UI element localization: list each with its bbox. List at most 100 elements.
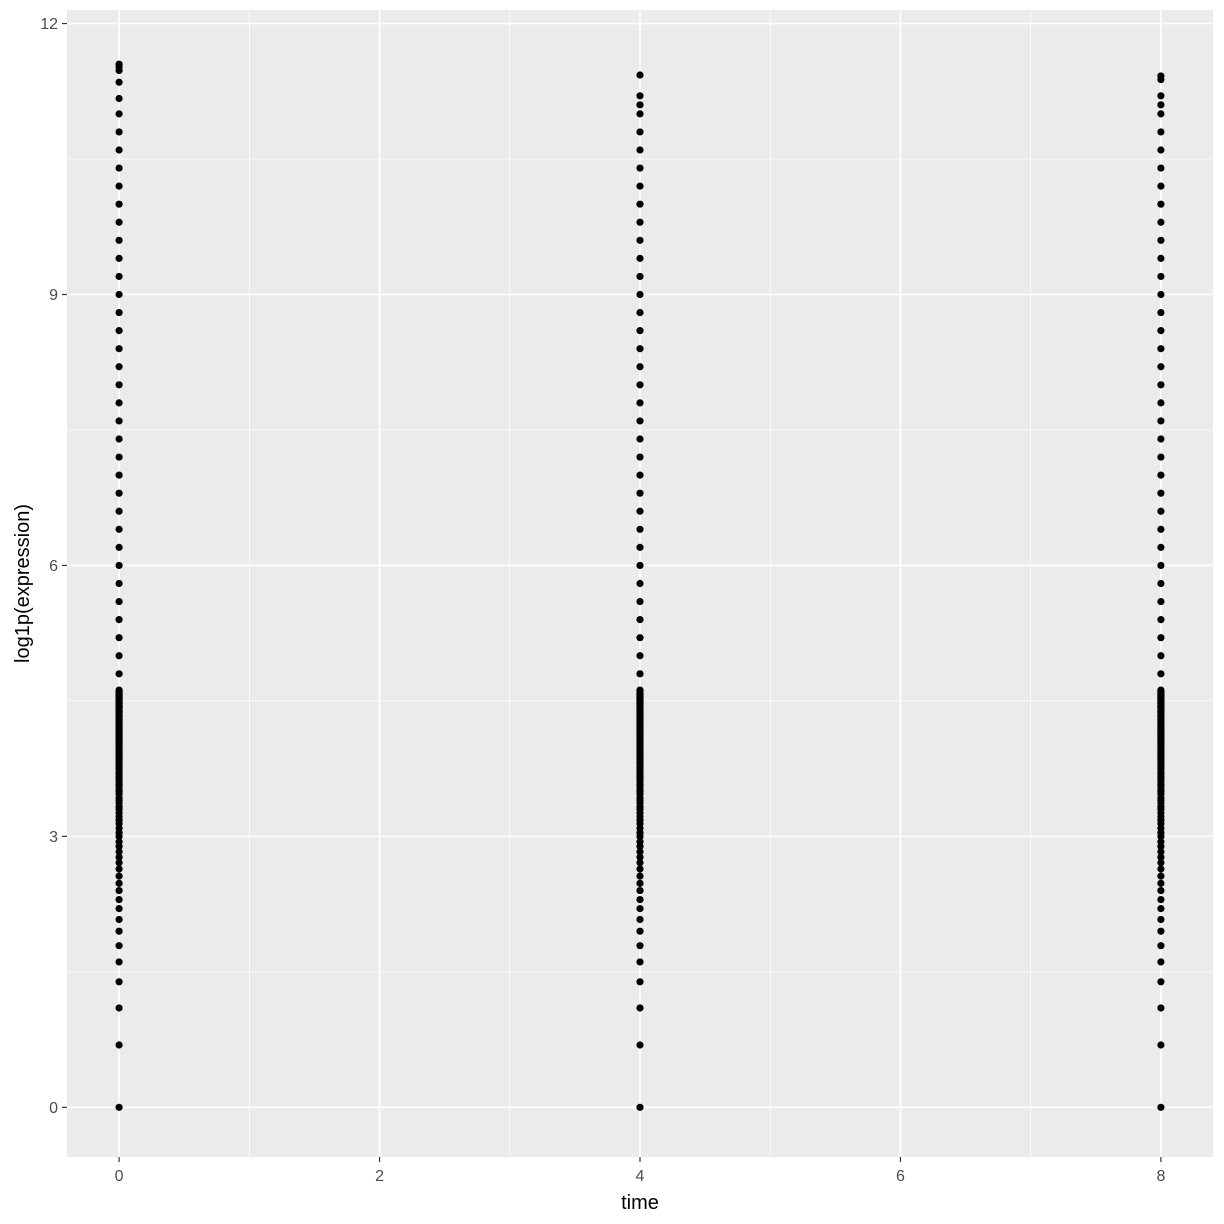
- data-point: [115, 345, 123, 353]
- data-point: [1157, 670, 1165, 678]
- data-point: [115, 182, 123, 190]
- x-tick-label: 0: [115, 1168, 124, 1185]
- data-point: [115, 652, 123, 660]
- data-point: [1157, 872, 1165, 880]
- data-point: [636, 254, 644, 262]
- data-point: [1157, 634, 1165, 642]
- data-point: [636, 1041, 644, 1049]
- data-point: [115, 915, 123, 924]
- data-point: [1157, 363, 1165, 371]
- data-point: [115, 417, 123, 425]
- data-point: [636, 1004, 644, 1012]
- data-point: [115, 327, 123, 335]
- y-axis-title: log1p(expression): [12, 504, 34, 663]
- data-point: [1157, 896, 1165, 904]
- data-point: [115, 865, 123, 873]
- data-point: [1157, 848, 1165, 856]
- data-point: [115, 561, 123, 570]
- data-point: [115, 853, 123, 861]
- data-point: [636, 561, 644, 570]
- data-point: [1157, 290, 1165, 299]
- data-point: [115, 128, 123, 136]
- data-point: [636, 272, 644, 281]
- data-point: [1157, 101, 1165, 109]
- data-point: [115, 399, 123, 407]
- data-point: [636, 110, 644, 118]
- data-point: [1157, 978, 1165, 986]
- data-point: [115, 78, 123, 86]
- data-point: [1157, 308, 1165, 317]
- data-point: [636, 525, 644, 533]
- data-point: [636, 597, 644, 606]
- data-point: [1157, 435, 1165, 443]
- data-point: [636, 128, 644, 136]
- data-point: [115, 453, 123, 461]
- x-tick-label: 6: [896, 1168, 905, 1185]
- data-point: [636, 616, 644, 624]
- data-point: [636, 958, 644, 966]
- data-point: [115, 1041, 123, 1049]
- data-point: [1157, 1103, 1165, 1111]
- data-point: [636, 290, 644, 299]
- x-axis: 0 2 4 6 8: [115, 1157, 1165, 1185]
- data-point: [1157, 561, 1165, 570]
- data-point: [1157, 92, 1165, 100]
- data-point: [636, 71, 644, 79]
- data-point: [1157, 254, 1165, 262]
- data-point: [1157, 236, 1165, 244]
- data-point: [115, 879, 123, 887]
- data-point: [115, 579, 123, 588]
- data-point: [115, 94, 123, 103]
- data-point: [1157, 927, 1165, 935]
- data-point: [1157, 146, 1165, 154]
- y-axis: 0 3 6 9 12: [40, 16, 67, 1117]
- data-point: [115, 489, 123, 497]
- data-point: [636, 327, 644, 335]
- data-point: [115, 686, 123, 694]
- data-point: [115, 978, 123, 986]
- data-point: [115, 272, 123, 281]
- data-point: [1157, 128, 1165, 136]
- data-point: [115, 858, 123, 867]
- data-point: [1157, 853, 1165, 861]
- data-point: [636, 471, 644, 479]
- data-point: [636, 978, 644, 986]
- data-point: [1157, 327, 1165, 335]
- data-point: [636, 872, 644, 880]
- data-point: [1157, 110, 1165, 118]
- data-point: [636, 670, 644, 678]
- data-point: [1157, 942, 1165, 950]
- data-point: [636, 865, 644, 873]
- data-point: [115, 1103, 123, 1111]
- data-point: [115, 543, 123, 551]
- data-point: [636, 363, 644, 371]
- data-point: [1157, 507, 1165, 515]
- data-point: [636, 453, 644, 461]
- data-point: [1157, 1004, 1165, 1012]
- y-tick-label: 12: [40, 16, 58, 33]
- data-point: [636, 200, 644, 208]
- data-point: [636, 634, 644, 642]
- data-point: [1157, 886, 1165, 895]
- data-point: [636, 146, 644, 154]
- data-point: [115, 308, 123, 317]
- data-point: [636, 886, 644, 895]
- data-point: [115, 363, 123, 371]
- data-point: [115, 200, 123, 208]
- data-point: [1157, 915, 1165, 924]
- data-point: [636, 896, 644, 904]
- data-point: [1157, 879, 1165, 887]
- data-point: [636, 543, 644, 551]
- data-point: [636, 92, 644, 100]
- data-point: [115, 218, 123, 226]
- data-point: [1157, 272, 1165, 281]
- data-point: [1157, 543, 1165, 551]
- data-point: [636, 905, 644, 913]
- data-point: [1157, 72, 1165, 80]
- data-point: [115, 146, 123, 154]
- data-point: [1157, 525, 1165, 533]
- data-point: [636, 858, 644, 867]
- data-point: [636, 942, 644, 950]
- data-point: [636, 489, 644, 497]
